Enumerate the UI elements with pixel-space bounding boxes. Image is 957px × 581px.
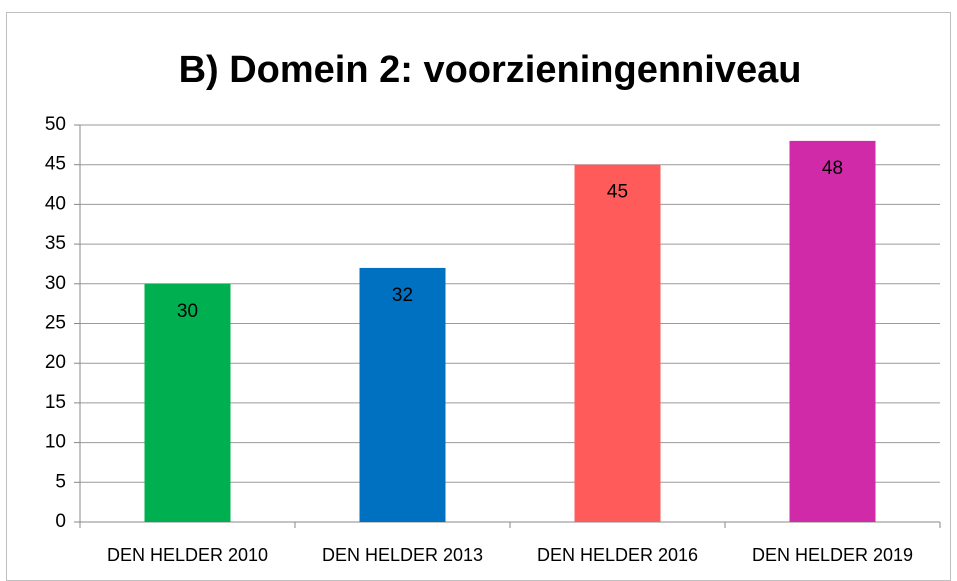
y-tick-label: 5	[55, 471, 66, 492]
x-tick-label: DEN HELDER 2010	[107, 545, 268, 565]
y-tick-label: 50	[45, 114, 66, 135]
bar	[574, 164, 661, 522]
bar	[144, 283, 231, 522]
y-tick-label: 40	[45, 193, 66, 214]
bar	[789, 140, 876, 522]
y-tick-label: 15	[45, 392, 66, 413]
data-label: 48	[822, 158, 843, 179]
data-label: 45	[607, 182, 628, 203]
y-tick-label: 10	[45, 432, 66, 453]
y-tick-label: 0	[55, 511, 66, 532]
y-tick-label: 25	[45, 313, 66, 334]
chart-title: B) Domein 2: voorzieningenniveau	[179, 49, 802, 91]
y-tick-label: 45	[45, 154, 66, 175]
y-tick-label: 30	[45, 273, 66, 294]
y-tick-label: 35	[45, 233, 66, 254]
y-tick-label: 20	[45, 352, 66, 373]
data-label: 30	[177, 301, 198, 322]
x-tick-label: DEN HELDER 2016	[537, 545, 698, 565]
data-label: 32	[392, 285, 413, 306]
x-tick-label: DEN HELDER 2013	[322, 545, 483, 565]
bar	[359, 267, 446, 522]
x-tick-label: DEN HELDER 2019	[752, 545, 913, 565]
